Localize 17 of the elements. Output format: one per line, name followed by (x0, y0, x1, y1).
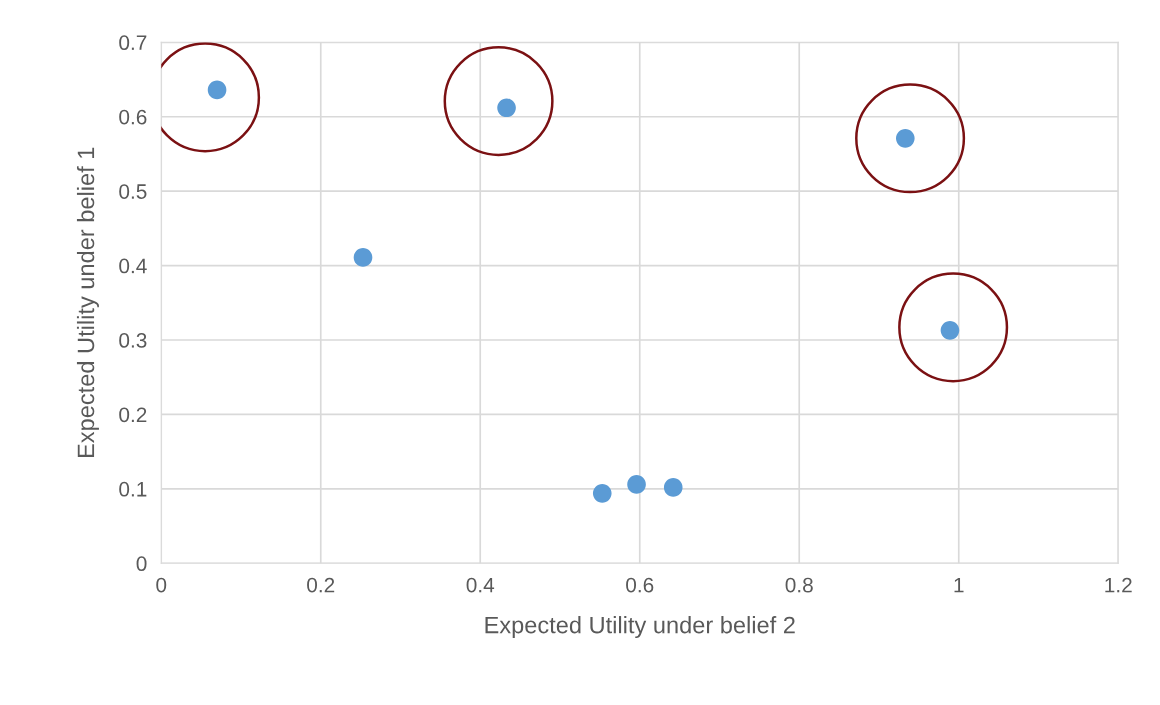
x-tick-label: 0.6 (626, 577, 654, 593)
y-tick-label: 0.3 (119, 333, 147, 348)
y-tick-label: 0.2 (119, 407, 147, 423)
x-tick-label: 1.2 (1105, 577, 1132, 593)
y-tick-label: 0.6 (119, 109, 147, 125)
y-axis-title: Expected Utility under belief 1 (76, 147, 99, 458)
y-tick-label: 0 (136, 556, 147, 572)
y-tick-label: 0.4 (119, 258, 147, 274)
x-tick-label: 0 (156, 577, 167, 593)
y-tick-label: 0.1 (119, 481, 147, 497)
x-axis-title: Expected Utility under belief 2 (485, 616, 795, 639)
x-tick-label: 0.2 (307, 577, 335, 593)
x-tick-label: 0.8 (785, 577, 813, 593)
x-tick-label: 0.4 (466, 577, 495, 593)
y-tick-label: 0.7 (119, 35, 147, 51)
y-tick-label: 0.5 (119, 184, 147, 199)
x-tick-label: 1 (954, 577, 964, 593)
